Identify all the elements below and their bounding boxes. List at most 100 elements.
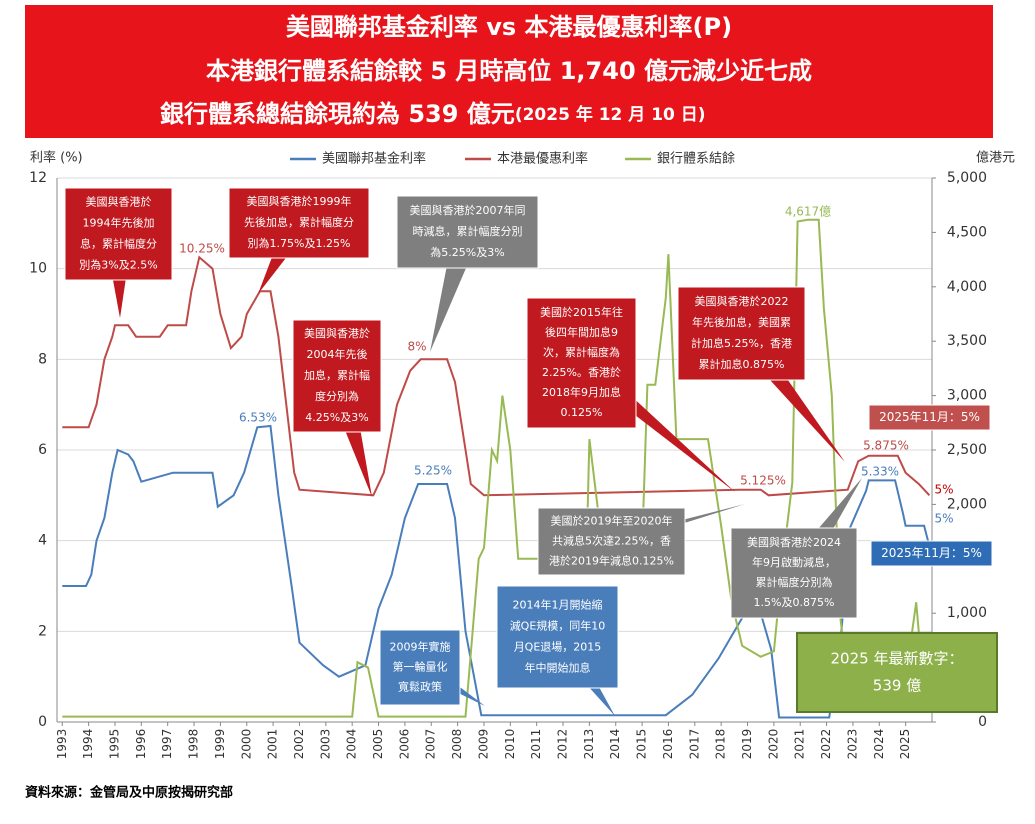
x-tick-label: 2017 (687, 729, 701, 760)
x-tick-label: 1998 (187, 729, 201, 760)
point-label: 5% (934, 512, 953, 526)
x-tick-label: 2014 (608, 729, 622, 760)
callout-text: 累計幅度分別為 (756, 575, 833, 589)
y-tick-label: 12 (29, 170, 47, 186)
point-label: 8% (407, 340, 426, 354)
source-note: 資料來源：金管局及中原按揭研究部 (25, 785, 233, 801)
callout-text: 第一輪量化 (393, 660, 448, 674)
callout-text: 美國與香港於 (86, 195, 152, 209)
point-label: 5.25% (414, 464, 452, 478)
title-line: 本港銀行體系結餘較 5 月時高位 1,740 億元減少近七成 (206, 57, 812, 85)
x-tick-label: 2005 (371, 729, 385, 760)
title-line: 銀行體系總結餘現約為 539 億元(2025 年 12 月 10 日) (160, 100, 706, 128)
point-label: 4,617億 (785, 205, 831, 219)
callout-box (730, 527, 858, 619)
callout: 美國與香港於2024 年9月啟動減息， 累計幅度分別為 1.5%及0.875% (730, 478, 862, 619)
callout-text: 2025 年最新數字： (831, 650, 964, 668)
point-label: 5.875% (863, 439, 909, 453)
callout-text: 2025年11月：5% (879, 410, 980, 424)
legend-label: 銀行體系結餘 (657, 151, 735, 167)
callout-text: 美國與香港於1999年 (247, 194, 352, 208)
x-tick-label: 2019 (740, 729, 754, 760)
callout-text: 次，累計幅度為 (543, 345, 620, 359)
y2-tick-label: 2,500 (947, 442, 987, 458)
x-tick-label: 2007 (424, 729, 438, 760)
x-tick-label: 2024 (872, 729, 886, 760)
x-tick-label: 2004 (345, 729, 359, 760)
x-tick-label: 2015 (635, 729, 649, 760)
series-line (62, 218, 930, 718)
callout: 2025 年最新數字： 539 億 (796, 632, 998, 713)
callout-text: 2.25%。香港於 (542, 365, 621, 379)
callout-text: 累計加息0.875% (699, 357, 785, 371)
x-tick-label: 2001 (266, 729, 280, 760)
callout-text: 1994年先後加 (83, 216, 155, 230)
callout-text: 計加息5.25%，香港 (691, 336, 792, 350)
callout-text: 年9月啟動減息， (752, 555, 836, 569)
title-banner (25, 5, 993, 138)
point-label: 5% (934, 483, 953, 497)
legend-label: 美國聯邦基金利率 (322, 151, 426, 167)
y-tick-label: 2 (38, 623, 47, 639)
y-tick-label: 0 (38, 714, 47, 730)
x-tick-label: 1993 (55, 729, 69, 760)
y-axis-title: 利率 (%) (30, 150, 83, 166)
x-tick-label: 2009 (476, 729, 490, 760)
series-line (62, 255, 931, 497)
callout-text: 別為1.75%及1.25% (248, 236, 351, 250)
callout-text: 美國於2019年至2020年 (551, 514, 673, 528)
point-label: 5.33% (861, 465, 899, 479)
callout-box (870, 540, 993, 567)
callout-text: 後四年間加息9 (545, 325, 618, 339)
x-tick-label: 1994 (81, 729, 95, 760)
callout: 美國於2019年至2020年共減息5次達2.25%，香港於2019年減息0.12… (537, 504, 745, 576)
x-tick-label: 2000 (239, 729, 253, 760)
y-tick-label: 6 (38, 442, 47, 458)
x-tick-label: 2016 (661, 729, 675, 760)
x-tick-label: 1999 (213, 729, 227, 760)
y2-tick-label: 0 (978, 714, 987, 730)
callout-box (868, 404, 991, 431)
callout-box (496, 585, 619, 689)
callout-text: 別為3%及2.5% (79, 258, 157, 272)
y2-tick-label: 5,000 (947, 170, 987, 186)
callout-text: 美國與香港於2007年同 (410, 203, 526, 217)
callout-text: 加息，累計幅 (304, 368, 370, 382)
callout-text: 1.5%及0.875% (754, 596, 835, 609)
x-tick-label: 2002 (292, 729, 306, 760)
title-main: 銀行體系總結餘現約為 539 億元 (160, 100, 515, 128)
x-tick-label: 2003 (318, 729, 332, 760)
callout: 2025年11月：5% (870, 540, 993, 567)
callout-text: 為5.25%及3% (430, 245, 504, 259)
callout-box (228, 187, 370, 259)
callout-text: 美國與香港於2024 (747, 535, 841, 549)
callout-text: 月QE退場，2015 (514, 641, 602, 654)
title-line: 美國聯邦基金利率 vs 本港最優惠利率(P) (286, 13, 732, 41)
y2-tick-label: 4,500 (947, 224, 987, 240)
callout-text: 度分別為 (315, 389, 359, 403)
callout: 2025年11月：5% (868, 404, 991, 431)
callout-text: 2018年9月加息 (542, 385, 621, 399)
legend-label: 本港最優惠利率 (497, 151, 588, 167)
x-tick-label: 1997 (160, 729, 174, 760)
callout-text: 時減息，累計幅度分別 (413, 224, 523, 238)
x-tick-label: 2018 (714, 729, 728, 760)
title-note: (2025 年 12 月 10 日) (515, 104, 706, 125)
callout-text: 539 億 (873, 677, 921, 695)
callout-text: 減QE規模，同年10 (510, 619, 606, 633)
y2-tick-label: 3,500 (947, 333, 987, 349)
callout-text: 先後加息，累計幅度分 (244, 215, 354, 229)
callout-text: 共減息5次達2.25%，香 (552, 534, 671, 548)
y-tick-label: 8 (38, 351, 47, 367)
callout-text: 息，累計幅度分 (80, 237, 157, 251)
y2-axis-title: 億港元 (976, 150, 1015, 166)
callout-text: 2014年1月開始縮 (513, 598, 603, 612)
callout-box (796, 632, 998, 713)
callout-box (292, 319, 382, 433)
